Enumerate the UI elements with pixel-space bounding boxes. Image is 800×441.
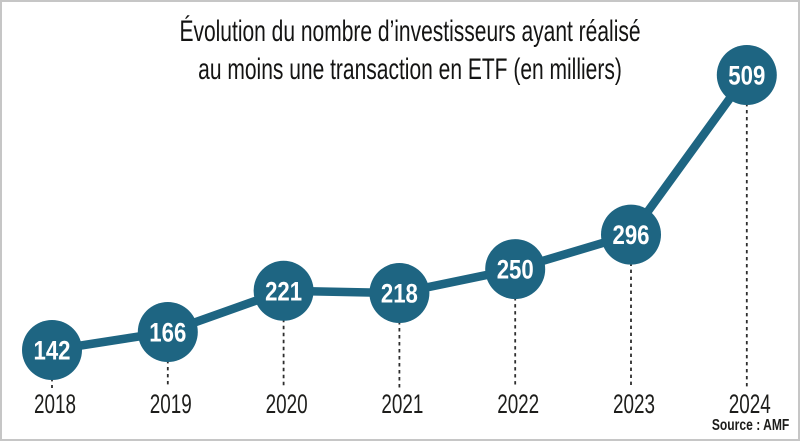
data-point-value-2024: 509 bbox=[728, 61, 765, 91]
data-point-value-2020: 221 bbox=[265, 276, 302, 306]
data-point-value-2022: 250 bbox=[497, 255, 534, 285]
year-label-2020: 2020 bbox=[266, 389, 308, 419]
data-point-2024 bbox=[716, 45, 777, 106]
data-point-2021 bbox=[369, 263, 430, 324]
year-label-2024: 2024 bbox=[729, 389, 771, 419]
data-point-2019 bbox=[137, 302, 198, 363]
data-point-value-2018: 142 bbox=[34, 335, 71, 365]
data-point-value-2021: 218 bbox=[381, 279, 418, 309]
data-point-2022 bbox=[485, 239, 546, 300]
source-credit: Source : AMF bbox=[711, 417, 789, 434]
chart-title-line2: au moins une transaction en ETF (en mill… bbox=[198, 53, 622, 86]
data-point-value-2019: 166 bbox=[149, 318, 186, 348]
year-label-2019: 2019 bbox=[150, 389, 192, 419]
data-point-2018 bbox=[22, 319, 82, 380]
data-point-2023 bbox=[601, 204, 661, 265]
year-label-2018: 2018 bbox=[34, 389, 76, 419]
year-label-2022: 2022 bbox=[497, 389, 539, 419]
chart-title: Évolution du nombre d’investisseurs ayan… bbox=[130, 13, 690, 89]
data-point-value-2023: 296 bbox=[613, 220, 650, 250]
chart-title-line1: Évolution du nombre d’investisseurs ayan… bbox=[179, 15, 641, 48]
year-label-2021: 2021 bbox=[381, 389, 423, 419]
data-point-2020 bbox=[253, 260, 314, 321]
year-label-2023: 2023 bbox=[613, 389, 655, 419]
